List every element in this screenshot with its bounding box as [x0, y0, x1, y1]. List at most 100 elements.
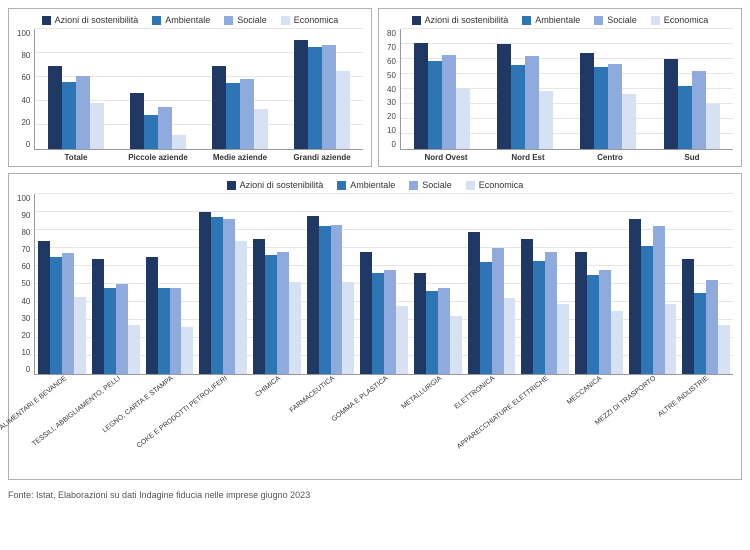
legend-item: Azioni di sostenibilità — [412, 15, 509, 25]
bar — [372, 273, 384, 374]
ytick: 50 — [17, 279, 30, 288]
bar — [682, 259, 694, 374]
bar — [319, 226, 331, 374]
legend-label: Sociale — [422, 180, 452, 190]
bar — [608, 64, 622, 150]
bar — [308, 47, 322, 149]
bar — [611, 311, 623, 374]
legend-item: Ambientale — [337, 180, 395, 190]
bar — [289, 282, 301, 374]
source-footnote: Fonte: Istat, Elaborazioni su dati Indag… — [8, 490, 742, 500]
bar — [240, 79, 254, 149]
legend-a: Azioni di sostenibilitàAmbientaleSociale… — [17, 15, 363, 25]
bar — [678, 86, 692, 149]
ytick: 20 — [17, 331, 30, 340]
x-label: Centro — [569, 150, 651, 162]
x-label-rotated: GOMMA E PLASTICA — [358, 375, 412, 475]
bar-group — [401, 29, 484, 149]
legend-label: Economica — [664, 15, 709, 25]
legend-item: Ambientale — [522, 15, 580, 25]
ytick: 60 — [17, 262, 30, 271]
ytick: 0 — [17, 365, 30, 374]
x-label-rotated: APPARECCHIATURE ELETTRICHE — [519, 375, 573, 475]
bar — [641, 246, 653, 374]
plot-a — [34, 29, 363, 150]
bar — [557, 304, 569, 374]
bar-group — [465, 194, 519, 374]
legend-swatch — [412, 16, 421, 25]
bar — [76, 76, 90, 149]
legend-item: Azioni di sostenibilità — [227, 180, 324, 190]
bar — [226, 83, 240, 149]
bar — [146, 257, 158, 374]
legend-item: Ambientale — [152, 15, 210, 25]
bar — [307, 216, 319, 374]
xlabels-a: TotalePiccole aziendeMedie aziendeGrandi… — [35, 150, 363, 162]
bar — [545, 252, 557, 374]
panel-by-sector: Azioni di sostenibilità Ambientale Sociale… — [8, 173, 742, 480]
ytick: 100 — [17, 29, 30, 38]
legend-swatch — [152, 16, 161, 25]
bar-group — [567, 29, 650, 149]
bar — [622, 94, 636, 150]
bar — [525, 56, 539, 149]
bar — [468, 232, 480, 374]
ytick: 0 — [387, 140, 396, 149]
bar-group — [484, 29, 567, 149]
bar — [322, 45, 336, 149]
bar — [223, 219, 235, 374]
bar-group — [89, 194, 143, 374]
bar — [492, 248, 504, 374]
legend-b: Azioni di sostenibilità Ambientale Sociale… — [387, 15, 733, 25]
x-label: Sud — [651, 150, 733, 162]
bar — [653, 226, 665, 374]
legend-label: Azioni di sostenibilità — [55, 15, 139, 25]
bar — [497, 44, 511, 149]
bar-group — [35, 194, 89, 374]
legend-swatch — [594, 16, 603, 25]
ytick: 70 — [387, 43, 396, 52]
ytick: 30 — [387, 98, 396, 107]
x-label: Totale — [35, 150, 117, 162]
bar — [580, 53, 594, 149]
x-label: Nord Est — [487, 150, 569, 162]
ytick: 20 — [387, 112, 396, 121]
ytick: 60 — [17, 73, 30, 82]
bar — [575, 252, 587, 374]
legend-swatch — [522, 16, 531, 25]
bar — [692, 71, 706, 149]
bar — [170, 288, 182, 374]
bar — [438, 288, 450, 374]
bar-group — [411, 194, 465, 374]
bar — [533, 261, 545, 374]
bar — [384, 270, 396, 374]
legend-swatch — [409, 181, 418, 190]
legend-label: Economica — [294, 15, 339, 25]
bar — [62, 82, 76, 149]
legend-item: Economica — [281, 15, 339, 25]
ytick: 80 — [387, 29, 396, 38]
bar — [50, 257, 62, 374]
legend-c: Azioni di sostenibilità Ambientale Sociale… — [17, 180, 733, 190]
x-label-rotated: MEZZI DI TRASPORTO — [626, 375, 680, 475]
bar — [426, 291, 438, 374]
legend-label: Azioni di sostenibilità — [240, 180, 324, 190]
ytick: 90 — [17, 211, 30, 220]
bar — [504, 298, 516, 374]
bar — [511, 65, 525, 149]
bar — [694, 293, 706, 374]
bar — [253, 239, 265, 374]
bar-group — [281, 29, 363, 149]
bar — [718, 325, 730, 374]
bar — [442, 55, 456, 150]
bar-group — [196, 194, 250, 374]
bar — [199, 212, 211, 374]
bar — [450, 316, 462, 374]
legend-label: Ambientale — [165, 15, 210, 25]
yaxis-b: 80706050403020100 — [387, 29, 400, 149]
legend-swatch — [466, 181, 475, 190]
bar — [48, 66, 62, 149]
bar — [90, 103, 104, 149]
bar — [360, 252, 372, 374]
legend-item: Sociale — [594, 15, 637, 25]
